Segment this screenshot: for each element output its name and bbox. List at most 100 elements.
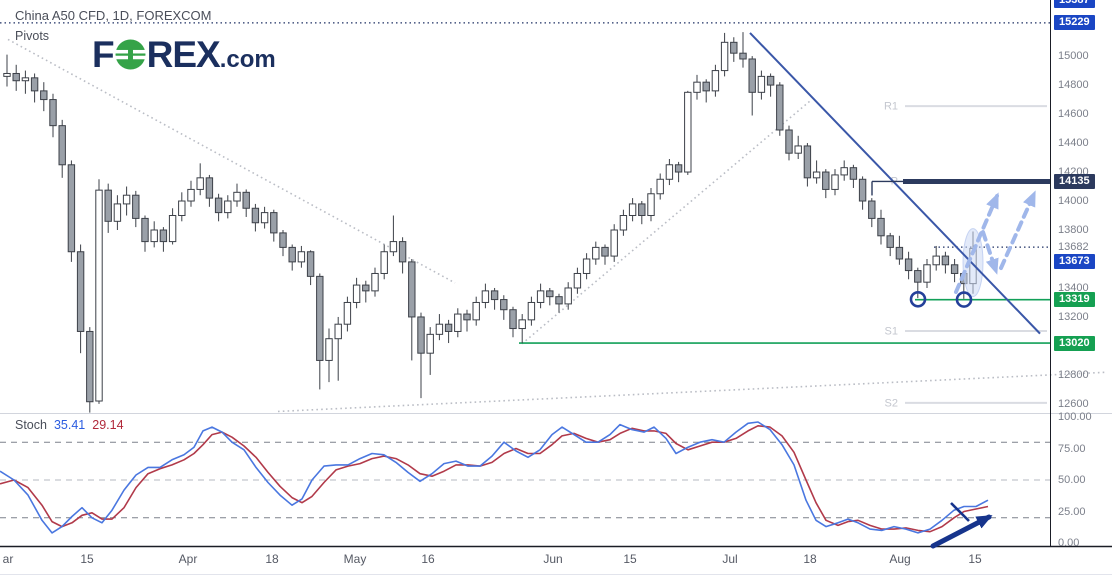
indicator-pivots-label[interactable]: Pivots bbox=[15, 29, 50, 43]
candle[interactable] bbox=[481, 283, 490, 309]
candle[interactable] bbox=[684, 90, 692, 175]
candle[interactable] bbox=[546, 287, 554, 306]
candle[interactable] bbox=[426, 327, 434, 375]
candle[interactable] bbox=[205, 174, 214, 207]
candle[interactable] bbox=[730, 37, 738, 62]
candle[interactable] bbox=[352, 277, 361, 309]
candle[interactable] bbox=[886, 232, 894, 257]
candle[interactable] bbox=[224, 195, 232, 219]
candle[interactable] bbox=[803, 143, 812, 187]
candle[interactable] bbox=[573, 267, 582, 294]
candle[interactable] bbox=[776, 82, 784, 136]
candle[interactable] bbox=[86, 327, 94, 413]
candle[interactable] bbox=[132, 190, 140, 228]
candle[interactable] bbox=[316, 273, 324, 390]
candle[interactable] bbox=[454, 308, 462, 338]
candle[interactable] bbox=[362, 280, 370, 303]
projection-arrow[interactable] bbox=[999, 190, 1036, 270]
candle[interactable] bbox=[656, 173, 664, 200]
candle[interactable] bbox=[67, 160, 76, 262]
candle[interactable] bbox=[260, 206, 269, 229]
candle[interactable] bbox=[113, 195, 122, 230]
candle[interactable] bbox=[509, 306, 517, 338]
candle[interactable] bbox=[76, 244, 85, 354]
candle[interactable] bbox=[950, 258, 959, 283]
candle[interactable] bbox=[518, 314, 526, 344]
candle[interactable] bbox=[398, 237, 407, 274]
candle[interactable] bbox=[766, 73, 775, 97]
candle[interactable] bbox=[435, 314, 444, 341]
stoch-cross-slash[interactable] bbox=[950, 502, 970, 522]
candle[interactable] bbox=[858, 176, 867, 210]
projection-arrow[interactable] bbox=[954, 192, 999, 294]
stoch-up-arrow[interactable] bbox=[930, 514, 993, 549]
candle[interactable] bbox=[141, 215, 149, 252]
candle[interactable] bbox=[665, 158, 674, 186]
candle[interactable] bbox=[242, 189, 250, 217]
candle[interactable] bbox=[187, 180, 195, 207]
candle[interactable] bbox=[831, 169, 839, 196]
candle[interactable] bbox=[877, 209, 885, 245]
candle[interactable] bbox=[30, 73, 39, 103]
candle[interactable] bbox=[49, 93, 57, 138]
candle[interactable] bbox=[840, 160, 848, 181]
stoch-label[interactable]: Stoch bbox=[15, 418, 47, 432]
candle[interactable] bbox=[417, 312, 425, 399]
blue-downtrend-line[interactable] bbox=[749, 32, 1041, 335]
candle[interactable] bbox=[95, 179, 103, 404]
candle[interactable] bbox=[868, 198, 876, 228]
candle[interactable] bbox=[536, 283, 545, 309]
candle[interactable] bbox=[555, 293, 563, 313]
candle[interactable] bbox=[610, 224, 618, 262]
candle[interactable] bbox=[251, 203, 260, 232]
candle[interactable] bbox=[21, 70, 30, 94]
candle[interactable] bbox=[196, 163, 204, 196]
gray-dotted-trendline[interactable] bbox=[521, 100, 811, 345]
candle[interactable] bbox=[104, 183, 112, 233]
candle[interactable] bbox=[463, 309, 471, 332]
candle[interactable] bbox=[628, 198, 637, 222]
candle[interactable] bbox=[389, 215, 398, 257]
candle[interactable] bbox=[472, 296, 480, 326]
candle[interactable] bbox=[812, 160, 821, 184]
candle[interactable] bbox=[702, 79, 710, 103]
candle[interactable] bbox=[601, 244, 609, 265]
candle[interactable] bbox=[306, 250, 315, 286]
projection-arrow[interactable] bbox=[981, 230, 999, 275]
candle[interactable] bbox=[3, 54, 11, 87]
candle[interactable] bbox=[325, 328, 333, 383]
candle[interactable] bbox=[343, 296, 352, 332]
candle[interactable] bbox=[739, 32, 747, 68]
candle[interactable] bbox=[757, 70, 766, 100]
candle[interactable] bbox=[371, 267, 379, 297]
candle[interactable] bbox=[748, 56, 756, 116]
low-marker-circle[interactable] bbox=[955, 291, 973, 308]
candle[interactable] bbox=[270, 209, 278, 242]
candle[interactable] bbox=[794, 135, 802, 159]
candle[interactable] bbox=[279, 230, 287, 257]
candle[interactable] bbox=[380, 244, 388, 280]
candle[interactable] bbox=[159, 227, 168, 252]
gray-dotted-trendline[interactable] bbox=[277, 371, 1106, 413]
candle[interactable] bbox=[500, 295, 508, 320]
candle[interactable] bbox=[647, 187, 655, 222]
candle[interactable] bbox=[150, 221, 158, 248]
highlight-ellipse[interactable] bbox=[962, 228, 984, 298]
candle[interactable] bbox=[288, 244, 296, 271]
candle[interactable] bbox=[932, 245, 940, 271]
low-marker-circle[interactable] bbox=[909, 290, 927, 308]
candle[interactable] bbox=[638, 201, 646, 225]
candle[interactable] bbox=[674, 161, 683, 183]
candle[interactable] bbox=[822, 169, 830, 199]
candle[interactable] bbox=[214, 193, 223, 222]
candle[interactable] bbox=[619, 209, 628, 236]
gray-dotted-trendline[interactable] bbox=[7, 38, 456, 284]
candle[interactable] bbox=[122, 186, 131, 216]
candle[interactable] bbox=[592, 241, 600, 265]
candle[interactable] bbox=[941, 251, 950, 274]
candle[interactable] bbox=[693, 74, 701, 100]
candle[interactable] bbox=[785, 125, 793, 161]
candle[interactable] bbox=[40, 82, 48, 112]
candle[interactable] bbox=[58, 119, 66, 178]
candle[interactable] bbox=[895, 235, 904, 265]
